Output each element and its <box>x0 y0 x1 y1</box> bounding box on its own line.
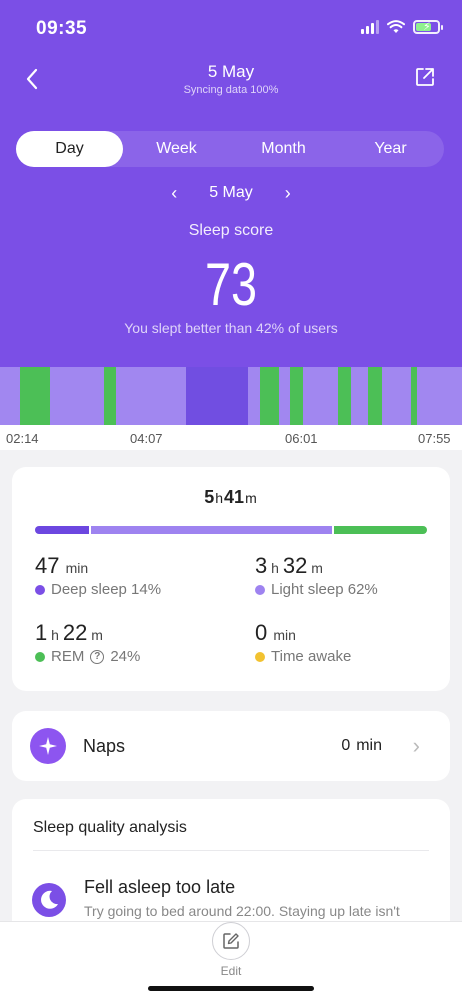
sleep-score-label: Sleep score <box>188 222 274 239</box>
tab-day[interactable]: Day <box>16 131 123 167</box>
battery-icon: ⚡ <box>413 20 443 34</box>
rem-sleep-stat: 1 h 22 m REM? 24% <box>35 620 141 665</box>
current-date: 5 May <box>209 184 253 201</box>
status-bar: 09:35 ⚡ <box>0 0 462 56</box>
quality-item-title: Fell asleep too late <box>84 877 236 897</box>
sparkle-icon <box>30 728 66 764</box>
chevron-left-icon <box>26 68 38 90</box>
deep-sleep-dot <box>35 584 45 595</box>
sleep-summary-card: 5h41m 47 min Deep sleep 14% 3 h 32 m Lig… <box>12 467 450 691</box>
edit-label: Edit <box>220 964 242 978</box>
time-awake-dot <box>255 651 265 662</box>
chevron-right-icon: › <box>412 733 420 758</box>
light-sleep-dot <box>255 584 265 595</box>
page-title: 5 May <box>207 62 255 81</box>
naps-label: Naps <box>83 736 126 756</box>
bottom-bar: Edit <box>0 921 462 1000</box>
status-icons: ⚡ <box>361 20 443 34</box>
deep-sleep-stat: 47 min Deep sleep 14% <box>35 553 162 598</box>
edit-button[interactable] <box>212 922 250 960</box>
time-label: 04:07 <box>130 431 163 446</box>
light-sleep-bar-segment <box>91 526 332 534</box>
quality-title: Sleep quality analysis <box>33 819 187 836</box>
sleep-score-value: 73 <box>204 251 258 318</box>
timeline-light-segment <box>248 367 462 425</box>
share-button[interactable] <box>414 66 438 90</box>
previous-day-button[interactable]: ‹ <box>171 183 178 203</box>
timeline-rem-segment <box>104 367 116 425</box>
status-time: 09:35 <box>36 18 88 39</box>
timeline-rem-segment <box>290 367 303 425</box>
tab-week[interactable]: Week <box>156 140 197 157</box>
timeline-band-overlay <box>0 367 462 425</box>
score-comparison: You slept better than 42% of users <box>124 320 338 336</box>
signal-icon <box>361 20 379 34</box>
timeline-rem-segment <box>260 367 279 425</box>
divider <box>33 850 429 851</box>
naps-row[interactable]: Naps 0 min › <box>12 711 450 781</box>
timeline-axis: 02:14 04:07 06:01 07:55 <box>0 425 462 450</box>
moon-icon <box>32 883 66 917</box>
timeline-deep-segment <box>186 367 248 425</box>
light-sleep-stat: 3 h 32 m Light sleep 62% <box>255 553 378 598</box>
deep-sleep-bar-segment <box>35 526 90 534</box>
help-icon[interactable]: ? <box>90 649 105 664</box>
time-label: 07:55 <box>418 431 451 446</box>
timeline-rem-segment <box>338 367 351 425</box>
tab-month[interactable]: Month <box>261 140 306 157</box>
header: 09:35 ⚡ 5 May Syncing data 100% <box>0 0 462 450</box>
time-awake-stat: 0 min Time awake <box>255 620 352 665</box>
sleep-timeline[interactable] <box>0 367 462 425</box>
period-tabs: Day Week Month Year <box>16 131 444 167</box>
timeline-rem-segment <box>20 367 50 425</box>
rem-sleep-bar-segment <box>333 526 427 534</box>
home-indicator <box>148 986 314 991</box>
rem-dot <box>35 651 45 662</box>
quality-item-description: Try going to bed around 22:00. Staying u… <box>84 903 400 919</box>
date-picker: ‹ 5 May › <box>0 184 462 202</box>
tab-year[interactable]: Year <box>374 140 407 157</box>
timeline-rem-segment <box>411 367 417 425</box>
wifi-icon <box>387 20 405 33</box>
sync-status: Syncing data 100% <box>183 84 279 96</box>
edit-icon <box>223 933 239 949</box>
total-sleep-duration: 5h41m <box>204 487 257 507</box>
naps-value: 0 min <box>341 737 382 754</box>
timeline-rem-segment <box>368 367 382 425</box>
share-icon <box>416 68 434 86</box>
time-label: 02:14 <box>6 431 39 446</box>
next-day-button[interactable]: › <box>284 183 291 203</box>
time-label: 06:01 <box>285 431 318 446</box>
sleep-stage-bar <box>35 526 427 534</box>
back-button[interactable] <box>18 62 46 96</box>
